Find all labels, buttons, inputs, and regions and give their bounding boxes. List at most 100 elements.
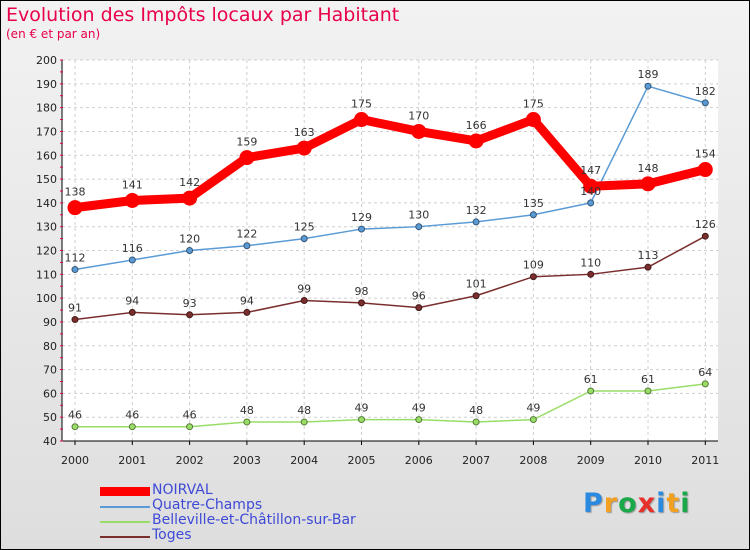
data-point-belleville-et-chatillon-sur-bar	[186, 423, 194, 431]
data-label-belleville-et-chatillon-sur-bar: 48	[297, 404, 311, 417]
x-tick-label: 2007	[462, 454, 490, 467]
data-label-noirval: 166	[466, 119, 487, 132]
x-tick-label: 2001	[118, 454, 146, 467]
data-point-toges	[358, 299, 365, 307]
data-label-toges: 113	[638, 249, 659, 262]
data-point-noirval	[124, 192, 140, 208]
data-label-belleville-et-chatillon-sur-bar: 61	[584, 373, 598, 386]
data-label-toges: 126	[695, 218, 716, 231]
data-point-belleville-et-chatillon-sur-bar	[644, 387, 652, 395]
data-label-toges: 96	[412, 290, 426, 303]
data-point-quatre-champs	[300, 235, 308, 243]
data-point-belleville-et-chatillon-sur-bar	[358, 416, 365, 424]
data-label-noirval: 175	[351, 98, 372, 111]
proxiti-logo: Proxiti	[583, 488, 691, 519]
y-tick-label: 80	[43, 340, 57, 353]
y-tick-label: 130	[36, 221, 57, 234]
y-tick-label: 110	[36, 268, 57, 281]
data-label-noirval: 141	[122, 178, 143, 191]
data-label-quatre-champs: 132	[466, 204, 487, 217]
data-label-toges: 94	[240, 294, 254, 307]
y-tick-label: 170	[36, 125, 57, 138]
data-point-quatre-champs	[71, 266, 79, 274]
data-label-belleville-et-chatillon-sur-bar: 49	[526, 402, 540, 415]
data-label-quatre-champs: 116	[122, 242, 143, 255]
data-label-belleville-et-chatillon-sur-bar: 61	[641, 373, 655, 386]
data-point-quatre-champs	[701, 99, 709, 107]
data-point-belleville-et-chatillon-sur-bar	[128, 423, 136, 431]
data-point-belleville-et-chatillon-sur-bar	[529, 416, 537, 424]
x-tick-label: 2008	[519, 454, 547, 467]
data-point-toges	[71, 316, 79, 324]
data-label-toges: 99	[297, 283, 311, 296]
data-label-belleville-et-chatillon-sur-bar: 46	[183, 409, 197, 422]
data-label-toges: 101	[466, 278, 487, 291]
data-label-quatre-champs: 189	[638, 68, 659, 81]
data-point-quatre-champs	[243, 242, 251, 250]
legend-swatch-belleville-et-chatillon-sur-bar	[100, 521, 150, 523]
legend-label-noirval: NOIRVAL	[152, 482, 213, 498]
x-tick-label: 2002	[176, 454, 204, 467]
data-point-noirval	[640, 176, 656, 192]
y-tick-label: 70	[43, 364, 57, 377]
data-point-toges	[701, 232, 709, 240]
data-point-quatre-champs	[358, 225, 365, 233]
data-point-noirval	[296, 140, 312, 156]
data-label-quatre-champs: 120	[179, 233, 200, 246]
y-tick-label: 180	[36, 102, 57, 115]
y-tick-label: 40	[43, 435, 57, 448]
data-label-belleville-et-chatillon-sur-bar: 49	[412, 402, 426, 415]
data-point-noirval	[468, 133, 484, 149]
data-label-quatre-champs: 112	[65, 252, 86, 265]
data-label-noirval: 163	[294, 126, 315, 139]
y-tick-label: 60	[43, 387, 57, 400]
data-point-noirval	[67, 200, 83, 216]
legend-swatch-toges	[100, 536, 150, 538]
data-point-quatre-champs	[587, 199, 595, 207]
data-label-quatre-champs: 129	[351, 211, 372, 224]
data-point-quatre-champs	[529, 211, 537, 219]
y-tick-label: 90	[43, 316, 57, 329]
y-tick-label: 200	[36, 54, 57, 67]
logo-letter: i	[680, 488, 691, 519]
x-tick-label: 2005	[348, 454, 376, 467]
y-tick-label: 150	[36, 173, 57, 186]
data-point-quatre-champs	[472, 218, 480, 226]
data-label-quatre-champs: 130	[408, 209, 429, 222]
y-tick-label: 50	[43, 411, 57, 424]
data-point-quatre-champs	[128, 256, 136, 264]
data-label-quatre-champs: 140	[580, 185, 601, 198]
data-point-noirval	[411, 123, 427, 139]
data-point-noirval	[583, 178, 599, 194]
data-label-quatre-champs: 182	[695, 85, 716, 98]
data-label-noirval: 175	[523, 98, 544, 111]
data-point-toges	[415, 304, 423, 312]
series-line-noirval	[70, 115, 710, 213]
x-tick-label: 2003	[233, 454, 261, 467]
y-tick-label: 100	[36, 292, 57, 305]
y-tick-label: 190	[36, 78, 57, 91]
data-label-noirval: 170	[408, 109, 429, 122]
data-label-belleville-et-chatillon-sur-bar: 49	[355, 402, 369, 415]
y-tick-label: 120	[36, 245, 57, 258]
data-label-noirval: 154	[695, 148, 716, 161]
data-point-toges	[587, 270, 595, 278]
data-label-toges: 109	[523, 259, 544, 272]
legend-label-belleville-et-chatillon-sur-bar: Belleville-et-Châtillon-sur-Bar	[152, 512, 356, 528]
logo-letter: o	[618, 488, 638, 519]
legend-swatch-noirval	[100, 487, 150, 496]
data-point-toges	[186, 311, 194, 319]
data-point-belleville-et-chatillon-sur-bar	[300, 418, 308, 426]
logo-letter: x	[637, 488, 657, 519]
x-tick-label: 2011	[691, 454, 719, 467]
data-label-noirval: 159	[236, 136, 257, 149]
data-label-belleville-et-chatillon-sur-bar: 46	[68, 409, 82, 422]
data-point-toges	[128, 308, 136, 316]
data-point-noirval	[354, 112, 369, 128]
legend-swatch-quatre-champs	[100, 506, 150, 508]
data-point-quatre-champs	[644, 82, 652, 90]
data-label-toges: 91	[68, 302, 82, 315]
series-line-belleville-et-chatillon-sur-bar	[74, 383, 707, 428]
data-label-toges: 110	[580, 256, 601, 269]
data-point-belleville-et-chatillon-sur-bar	[472, 418, 480, 426]
